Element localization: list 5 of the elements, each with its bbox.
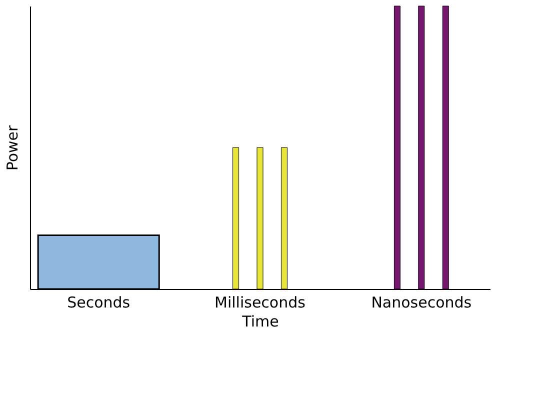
x-tick-label: Nanoseconds	[371, 294, 472, 312]
x-tick-label: Seconds	[67, 294, 130, 312]
y-axis-title: Power	[4, 124, 22, 171]
x-tick-label: Milliseconds	[214, 294, 306, 312]
x-axis-title: Time	[241, 312, 279, 330]
